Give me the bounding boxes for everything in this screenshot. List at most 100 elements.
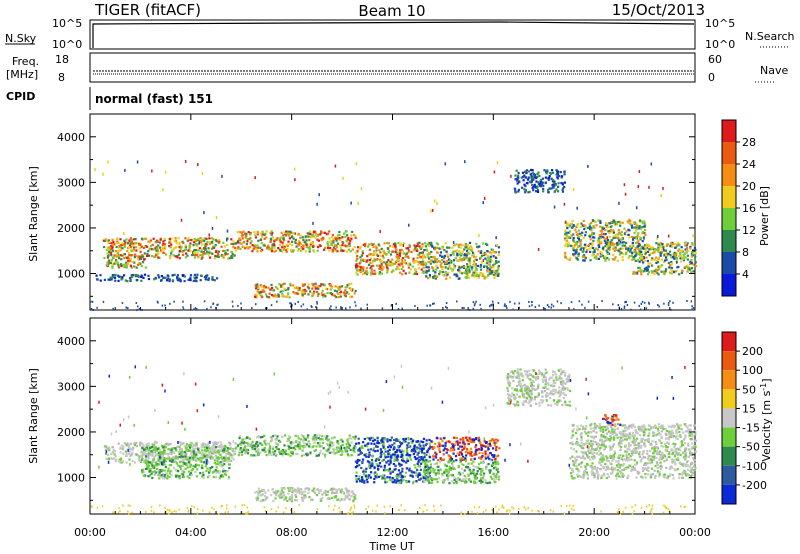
echo-mark [606,238,610,242]
echo-mark [133,265,136,268]
ground-scatter-mark [150,505,153,508]
echo-mark [194,250,197,254]
echo-mark [433,258,437,261]
echo-mark [254,287,258,290]
echo-mark [166,474,169,477]
ground-scatter-mark [401,307,403,310]
echo-mark [162,460,165,464]
ground-scatter-mark [508,512,511,515]
echo-mark [352,436,355,439]
echo-mark [627,256,630,260]
echo-mark [187,238,191,242]
ground-scatter-mark [509,300,511,303]
echo-mark [298,492,301,495]
echo-mark [255,450,258,453]
echo-mark [629,219,632,223]
echo-mark [151,464,154,467]
echo-mark [359,480,362,483]
echo-mark [150,452,153,455]
echo-mark [307,445,311,448]
echo-mark [269,237,272,240]
echo-mark [320,231,323,234]
ground-scatter-mark [389,505,392,508]
echo-mark [226,257,230,260]
echo-mark [404,471,408,474]
echo-mark [217,253,220,256]
echo-mark [191,455,194,458]
echo-mark [686,249,689,252]
ground-scatter-mark [264,510,267,513]
echo-mark [176,278,179,281]
echo-mark [161,244,164,247]
echo-mark [292,249,295,252]
echo-mark [109,276,112,279]
ground-scatter-mark [623,306,626,309]
echo-mark [630,224,633,227]
echo-mark [668,250,672,253]
echo-mark [395,437,398,441]
echo-mark [414,246,417,249]
ground-scatter-mark [502,506,505,509]
echo-mark [405,447,409,450]
echo-mark [169,457,172,460]
echo-mark [326,242,329,246]
echo-mark [687,267,690,270]
echo-mark [178,455,181,458]
echo-mark [400,455,403,459]
echo-mark [521,186,524,189]
echo-mark [144,467,147,471]
echo-mark [329,246,332,250]
echo-mark [370,265,373,268]
echo-mark [273,450,277,453]
echo-mark [535,180,538,183]
echo-mark [152,450,155,453]
echo-mark [301,439,304,443]
echo-mark [156,467,159,471]
echo-mark [614,256,617,259]
echo-mark [224,446,227,449]
echo-mark [200,250,203,253]
echo-mark [572,239,575,242]
echo-mark [371,272,374,275]
freq-label: Freq. [12,55,39,68]
ground-scatter-mark [220,505,223,508]
echo-mark [369,262,372,265]
echo-mark [128,450,131,453]
echo-mark [366,474,369,478]
echo-mark [292,291,295,294]
echo-mark [275,445,278,449]
echo-mark [270,438,274,441]
echo-mark [284,452,287,455]
echo-mark [479,256,483,259]
echo-mark [380,264,383,267]
echo-mark [287,288,290,291]
echo-mark [271,236,275,239]
echo-mark [198,458,201,461]
echo-mark [593,250,596,254]
echo-mark [650,269,653,273]
ground-scatter-mark [349,509,352,512]
echo-mark [126,241,130,245]
echo-mark [368,258,372,262]
echo-mark [249,242,252,245]
echo-mark [286,295,289,298]
echo-mark [382,249,385,252]
echo-mark [188,476,191,480]
echo-mark [425,271,428,274]
echo-mark [186,475,189,478]
echo-mark [532,172,535,176]
sparse-echo-mark [618,201,620,205]
echo-mark [400,478,403,482]
echo-mark [356,461,359,464]
echo-mark [452,253,455,256]
echo-mark [260,235,264,238]
echo-mark [296,487,300,490]
echo-mark [457,265,461,268]
echo-mark [357,437,360,440]
echo-mark [591,236,594,239]
echo-mark [224,471,227,474]
echo-mark [566,227,569,230]
echo-mark [599,230,602,233]
echo-mark [379,258,382,261]
echo-mark [372,250,375,253]
